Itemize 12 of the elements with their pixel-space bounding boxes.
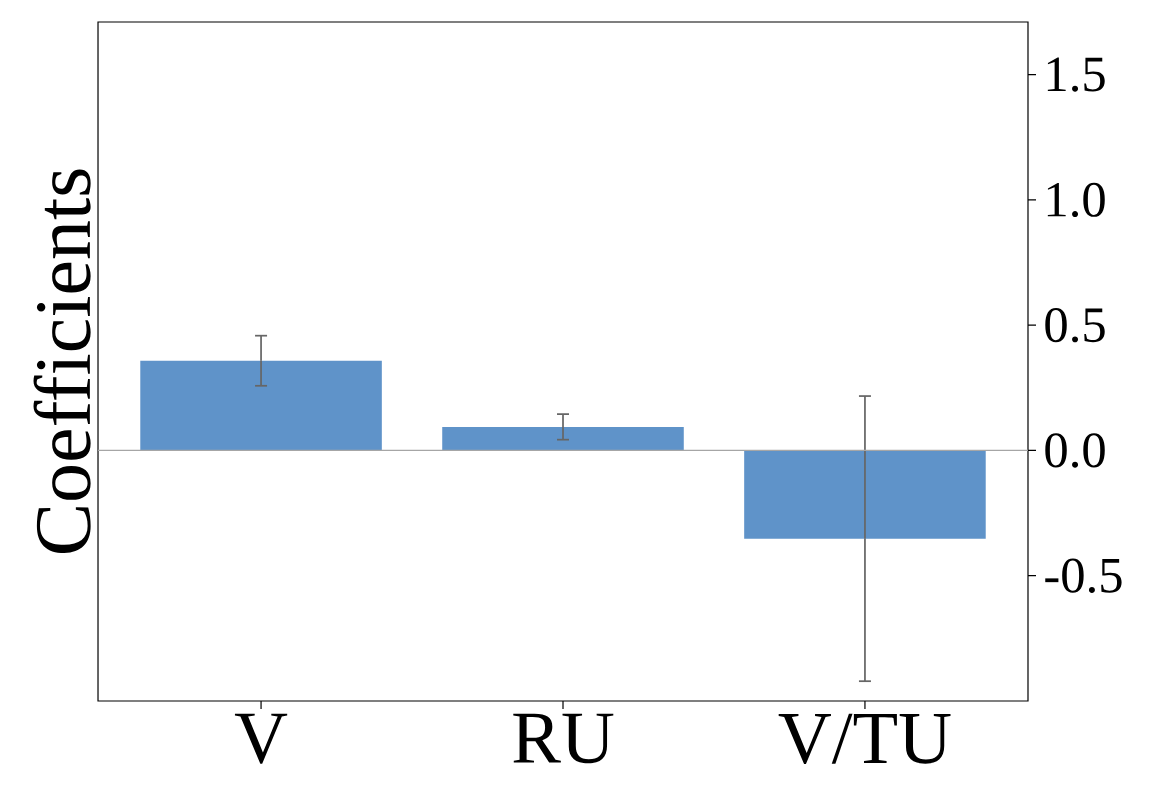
y-tick-label: 1.5 (1047, 57, 1105, 92)
y-tick-label: 0.5 (1045, 307, 1105, 343)
bar (140, 360, 382, 451)
x-tick-label: V/TU (778, 713, 951, 765)
y-tick-label: -0.5 (1045, 558, 1122, 593)
bar (442, 426, 684, 451)
bar (744, 450, 986, 539)
y-tick-label: 0.0 (1045, 433, 1105, 468)
y-axis-title: Coefficients (33, 169, 91, 553)
y-tick-label: 1.0 (1047, 182, 1105, 218)
x-tick-label: V (234, 713, 288, 764)
x-tick-label: RU (513, 713, 614, 764)
